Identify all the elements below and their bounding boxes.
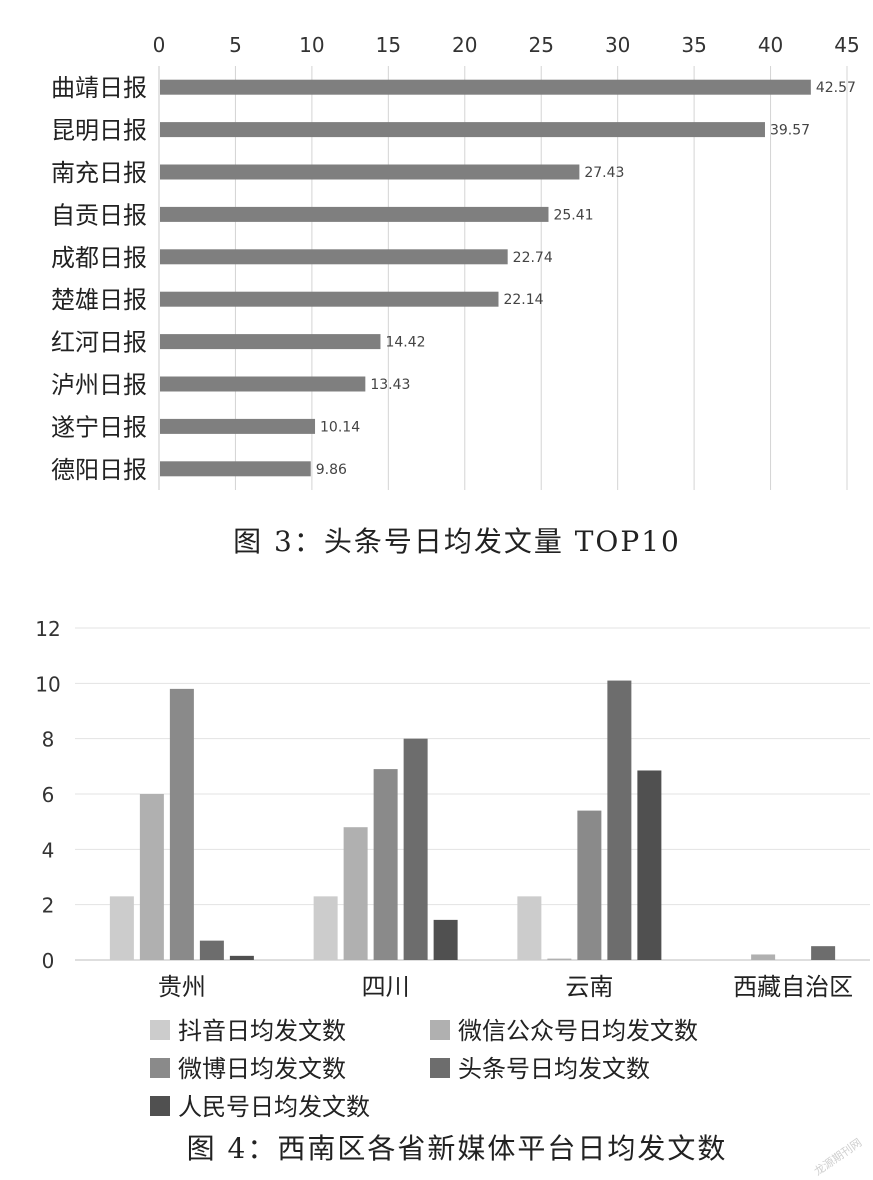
y-tick-label: 12 xyxy=(35,617,60,641)
category-label: 楚雄日报 xyxy=(51,286,147,314)
bar xyxy=(109,896,134,960)
x-tick-label: 15 xyxy=(376,33,401,57)
category-label: 成都日报 xyxy=(51,244,147,272)
category-label: 曲靖日报 xyxy=(51,74,147,102)
x-tick-label: 0 xyxy=(153,33,166,57)
data-label: 10.14 xyxy=(320,419,360,435)
data-label: 22.14 xyxy=(503,292,543,308)
legend-label: 微信公众号日均发文数 xyxy=(458,1017,698,1045)
category-label: 自贡日报 xyxy=(51,201,147,229)
y-tick-label: 8 xyxy=(42,728,55,752)
legend-swatch xyxy=(150,1058,170,1078)
bar xyxy=(139,794,164,960)
category-label: 贵州 xyxy=(158,973,206,1001)
bar xyxy=(160,291,499,307)
legend-label: 微博日均发文数 xyxy=(178,1055,346,1083)
chart-top10-toutiao: 0 5 10 15 20 25 30 35 40 45 曲靖日报昆明日报南充日报自贡日报成都日报楚… xyxy=(51,33,860,558)
legend-swatch xyxy=(430,1058,450,1078)
bar xyxy=(433,919,458,960)
watermark: 龙源期刊网 xyxy=(811,1135,864,1178)
x-tick-label: 5 xyxy=(229,33,242,57)
bar xyxy=(577,810,602,960)
data-label: 42.57 xyxy=(816,80,856,96)
y-tick-label: 4 xyxy=(42,838,55,862)
x-tick-label: 40 xyxy=(758,33,783,57)
bar xyxy=(637,770,662,960)
legend-swatch xyxy=(150,1096,170,1116)
data-label: 9.86 xyxy=(316,462,347,478)
category-label: 遂宁日报 xyxy=(51,413,147,441)
y-tick-label: 6 xyxy=(42,783,55,807)
bar xyxy=(160,249,508,265)
data-label: 13.43 xyxy=(370,377,410,393)
category-label: 四川 xyxy=(362,973,410,1001)
legend-swatch xyxy=(430,1020,450,1040)
category-label: 云南 xyxy=(565,973,613,1001)
bar xyxy=(811,946,836,960)
bar xyxy=(160,206,549,222)
data-label: 27.43 xyxy=(584,165,624,181)
category-label: 泸州日报 xyxy=(51,371,147,399)
chart-caption: 图 3：头条号日均发文量 TOP10 xyxy=(233,525,681,558)
y-tick-labels: 0 2 4 6 8 10 12 xyxy=(35,617,60,973)
bar xyxy=(343,827,368,960)
y-tick-label: 0 xyxy=(42,949,55,973)
data-label: 39.57 xyxy=(770,123,810,139)
x-tick-label: 10 xyxy=(299,33,324,57)
bar xyxy=(160,418,316,434)
bar xyxy=(517,896,542,960)
chart-caption: 图 4：西南区各省新媒体平台日均发文数 xyxy=(187,1132,728,1165)
bar xyxy=(373,769,398,960)
bar xyxy=(607,680,632,960)
category-label: 南充日报 xyxy=(51,159,147,187)
legend-label: 人民号日均发文数 xyxy=(178,1093,370,1121)
bar xyxy=(160,461,311,477)
category-label: 西藏自治区 xyxy=(733,973,853,1001)
x-tick-label: 25 xyxy=(528,33,553,57)
bar xyxy=(169,688,194,960)
category-label: 德阳日报 xyxy=(51,456,147,484)
y-tick-label: 10 xyxy=(35,672,60,696)
category-label: 昆明日报 xyxy=(51,117,147,145)
y-tick-label: 2 xyxy=(42,894,55,918)
legend-swatch xyxy=(150,1020,170,1040)
bar xyxy=(160,79,811,95)
x-tick-label: 30 xyxy=(605,33,630,57)
category-label: 红河日报 xyxy=(51,329,147,357)
bar xyxy=(160,334,381,350)
bar xyxy=(160,376,366,392)
bar xyxy=(160,122,765,138)
data-label: 25.41 xyxy=(553,207,593,223)
bar xyxy=(403,738,428,960)
bars xyxy=(160,79,811,477)
bar xyxy=(313,896,338,960)
bar xyxy=(547,958,572,960)
legend-label: 抖音日均发文数 xyxy=(178,1017,346,1045)
category-labels: 贵州 四川 云南 西藏自治区 xyxy=(158,973,853,1001)
x-tick-label: 35 xyxy=(681,33,706,57)
bar xyxy=(160,164,580,180)
data-label: 22.74 xyxy=(513,250,553,266)
data-labels: 42.57 39.57 27.43 25.41 22.74 22.14 14.42 13.43… xyxy=(316,80,856,478)
x-tick-label: 20 xyxy=(452,33,477,57)
bars xyxy=(109,680,836,960)
bar xyxy=(751,954,776,960)
bar xyxy=(199,940,224,960)
bar xyxy=(229,955,254,960)
x-tick-label: 45 xyxy=(834,33,859,57)
y-gridlines xyxy=(75,627,870,961)
data-label: 14.42 xyxy=(385,335,425,351)
x-tick-labels: 0 5 10 15 20 25 30 35 40 45 xyxy=(153,33,860,57)
legend-label: 头条号日均发文数 xyxy=(458,1055,650,1083)
